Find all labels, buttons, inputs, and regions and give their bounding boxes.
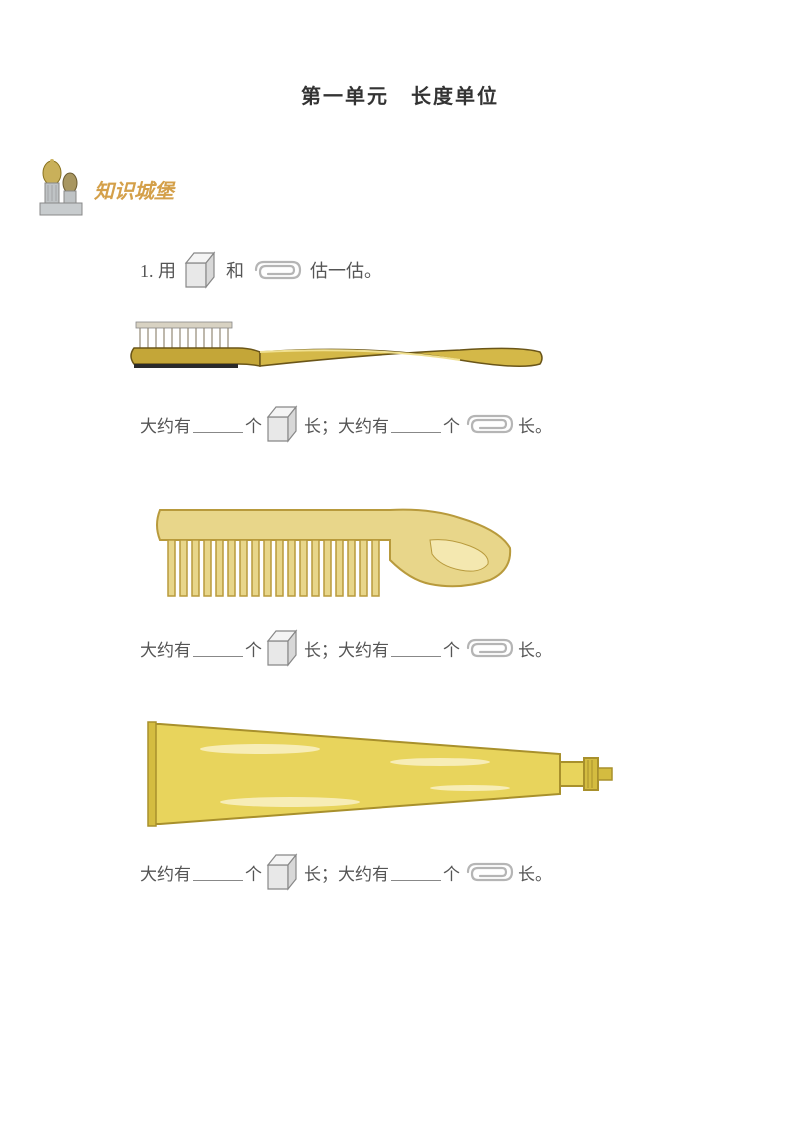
answer-unit: 个 [245, 860, 262, 885]
answer-end: 长。 [518, 860, 552, 885]
blank-input[interactable] [391, 639, 441, 657]
answer-row-1: 大约有 个 长；大约有 个 长。 [140, 403, 740, 445]
answer-end: 长。 [518, 412, 552, 437]
answer-unit: 个 [443, 412, 460, 437]
worksheet-page: 第一单元 长度单位 知识城堡 1. 用 和 [60, 80, 740, 938]
blank-input[interactable] [193, 863, 243, 881]
content-area: 1. 用 和 估一估。 [140, 249, 740, 893]
paperclip-icon [460, 411, 518, 437]
section-header: 知识城堡 [30, 159, 740, 219]
answer-sep: 长；大约有 [304, 636, 389, 661]
comb-image [150, 490, 520, 610]
castle-icon [30, 159, 90, 219]
intro-tail: 估一估。 [310, 257, 382, 283]
answer-row-2: 大约有 个 长；大约有 个 长。 [140, 627, 740, 669]
answer-unit: 个 [443, 860, 460, 885]
paperclip-icon [248, 257, 306, 283]
answer-unit: 个 [245, 636, 262, 661]
blank-input[interactable] [193, 639, 243, 657]
blank-input[interactable] [391, 863, 441, 881]
paperclip-icon [460, 859, 518, 885]
cube-icon [180, 249, 222, 291]
answer-prefix: 大约有 [140, 412, 191, 437]
paperclip-icon [460, 635, 518, 661]
cube-icon [262, 851, 304, 893]
answer-sep: 长；大约有 [304, 860, 389, 885]
page-title: 第一单元 长度单位 [60, 80, 740, 109]
answer-row-3: 大约有 个 长；大约有 个 长。 [140, 851, 740, 893]
toothbrush-image [120, 316, 550, 386]
answer-sep: 长；大约有 [304, 412, 389, 437]
answer-prefix: 大约有 [140, 636, 191, 661]
answer-end: 长。 [518, 636, 552, 661]
cube-icon [262, 403, 304, 445]
blank-input[interactable] [193, 415, 243, 433]
tube-image [140, 714, 620, 834]
question-intro: 1. 用 和 估一估。 [140, 249, 740, 291]
blank-input[interactable] [391, 415, 441, 433]
answer-prefix: 大约有 [140, 860, 191, 885]
cube-icon [262, 627, 304, 669]
answer-unit: 个 [443, 636, 460, 661]
section-label: 知识城堡 [94, 175, 174, 204]
question-number: 1. 用 [140, 257, 176, 283]
intro-and: 和 [226, 257, 244, 283]
answer-unit: 个 [245, 412, 262, 437]
